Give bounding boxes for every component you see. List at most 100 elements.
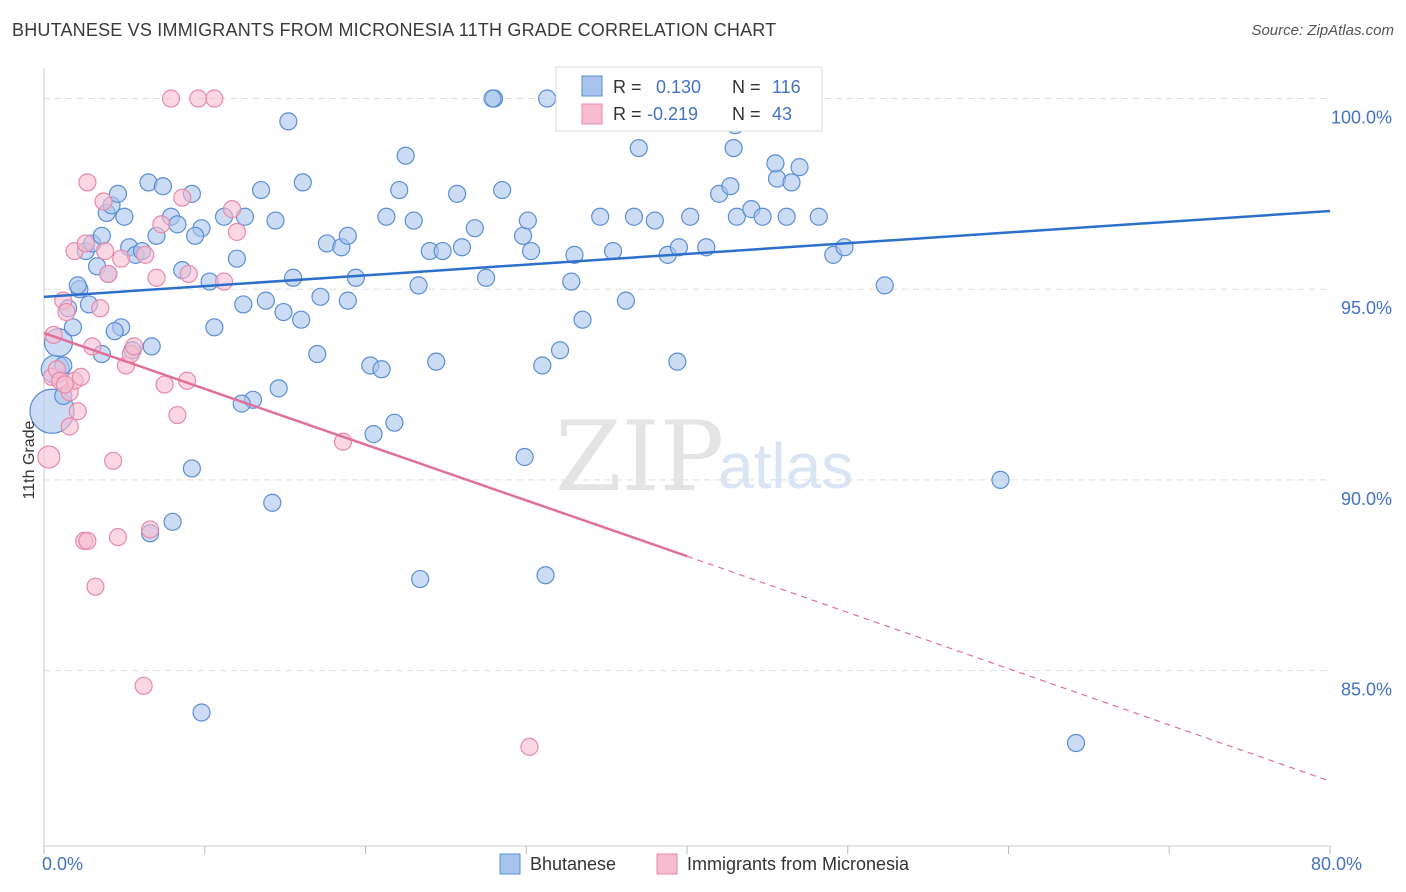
bhutanese-point [624,207,644,226]
bhutanese-point [721,177,740,196]
series-legend-swatch-bhutanese [499,853,521,875]
micronesia-point [76,234,95,253]
bhutanese-point [115,207,134,226]
bhutanese-point [108,184,128,203]
bhutanese-point [390,180,409,200]
micronesia-point [227,222,246,242]
legend-swatch-pink [581,103,603,125]
bhutanese-point [142,337,161,356]
bhutanese-point [515,447,534,467]
micronesia-point [91,299,110,318]
bhutanese-point [293,173,312,192]
micronesia-point [140,520,160,539]
bhutanese-point [603,241,623,261]
legend-n-label-pink: N = [732,104,761,124]
bhutanese-point [372,360,391,379]
bhutanese-point [338,226,357,245]
bhutanese-point [565,245,584,264]
y-tick-label: 85.0% [1341,680,1392,700]
micronesia-point [37,445,61,469]
y-tick-label: 100.0% [1331,108,1392,128]
micronesia-points [37,89,539,756]
bhutanese-point [483,89,502,108]
bhutanese-point [263,493,282,512]
micronesia-point [78,531,97,551]
bhutanese-point [251,180,271,200]
bhutanese-point [476,268,496,287]
bhutanese-point [538,89,557,108]
bhutanese-point [153,177,173,196]
micronesia-point [71,367,91,387]
bhutanese-point [256,291,275,310]
bhutanese-point [269,379,288,398]
bhutanese-point [377,207,396,226]
micronesia-point [99,264,118,284]
bhutanese-point [727,207,746,226]
bhutanese-point [513,226,533,245]
bhutanese-point [385,413,404,432]
bhutanese-point [311,287,330,306]
micronesia-trend-line [43,331,688,558]
legend-r-value-pink: -0.219 [647,104,698,124]
micronesia-point [222,200,242,219]
bhutanese-point [465,219,484,238]
bhutanese-point [668,352,687,371]
micronesia-point [161,89,181,108]
chart-source: Source: ZipAtlas.com [1251,22,1394,39]
bhutanese-point [518,211,537,230]
bhutanese-point [533,356,552,375]
series-legend: Bhutanese Immigrants from Micronesia [499,853,910,875]
bhutanese-point [234,295,253,314]
legend-r-label-pink: R = [613,104,642,124]
bhutanese-point [266,211,285,230]
micronesia-point [214,272,234,291]
micronesia-point [108,527,128,547]
bhutanese-points [29,89,1086,753]
bhutanese-point [227,249,246,268]
y-tick-labels: 100.0% 95.0% 90.0% 85.0% [1331,108,1392,700]
bhutanese-point [616,291,636,310]
micronesia-point [136,245,155,264]
micronesia-point [134,676,153,695]
y-tick-label: 90.0% [1341,489,1392,509]
bhutanese-point [536,566,555,585]
bhutanese-point [409,276,428,295]
bhutanese-point [63,318,83,337]
micronesia-trend-line-extension [686,555,1331,782]
micronesia-point [104,451,123,470]
correlation-legend: R = 0.130 N = 116 R = -0.219 N = 43 [555,66,823,132]
micronesia-point [60,417,79,436]
micronesia-point [112,249,131,268]
series-legend-label-bhutanese: Bhutanese [530,854,616,874]
bhutanese-point [493,180,512,200]
bhutanese-point [284,268,303,287]
bhutanese-point [205,318,224,337]
micronesia-point [55,375,74,394]
bhutanese-point [404,211,423,230]
micronesia-point [520,737,539,756]
watermark: ZIP atlas [555,401,853,513]
x-tick-label: 80.0% [1311,854,1362,874]
bhutanese-point [92,226,111,245]
bhutanese-point [1066,733,1086,753]
legend-n-value-pink: 43 [772,104,792,124]
bhutanese-point [629,138,648,158]
bhutanese-point [766,154,785,173]
bhutanese-point [753,207,772,226]
x-tick-label: 0.0% [42,854,83,874]
chart-title: BHUTANESE VS IMMIGRANTS FROM MICRONESIA … [12,20,777,40]
micronesia-point [44,325,63,345]
micronesia-point [179,264,198,284]
micronesia-point [94,192,113,211]
bhutanese-point [790,158,809,177]
bhutanese-point [809,207,828,226]
bhutanese-point [835,238,854,257]
bhutanese-point [573,310,592,329]
series-legend-label-micronesia: Immigrants from Micronesia [687,854,910,874]
trend-lines [43,209,1331,782]
bhutanese-point [550,341,570,360]
bhutanese-point [68,276,87,295]
micronesia-point [124,337,144,356]
bhutanese-point [292,310,311,329]
